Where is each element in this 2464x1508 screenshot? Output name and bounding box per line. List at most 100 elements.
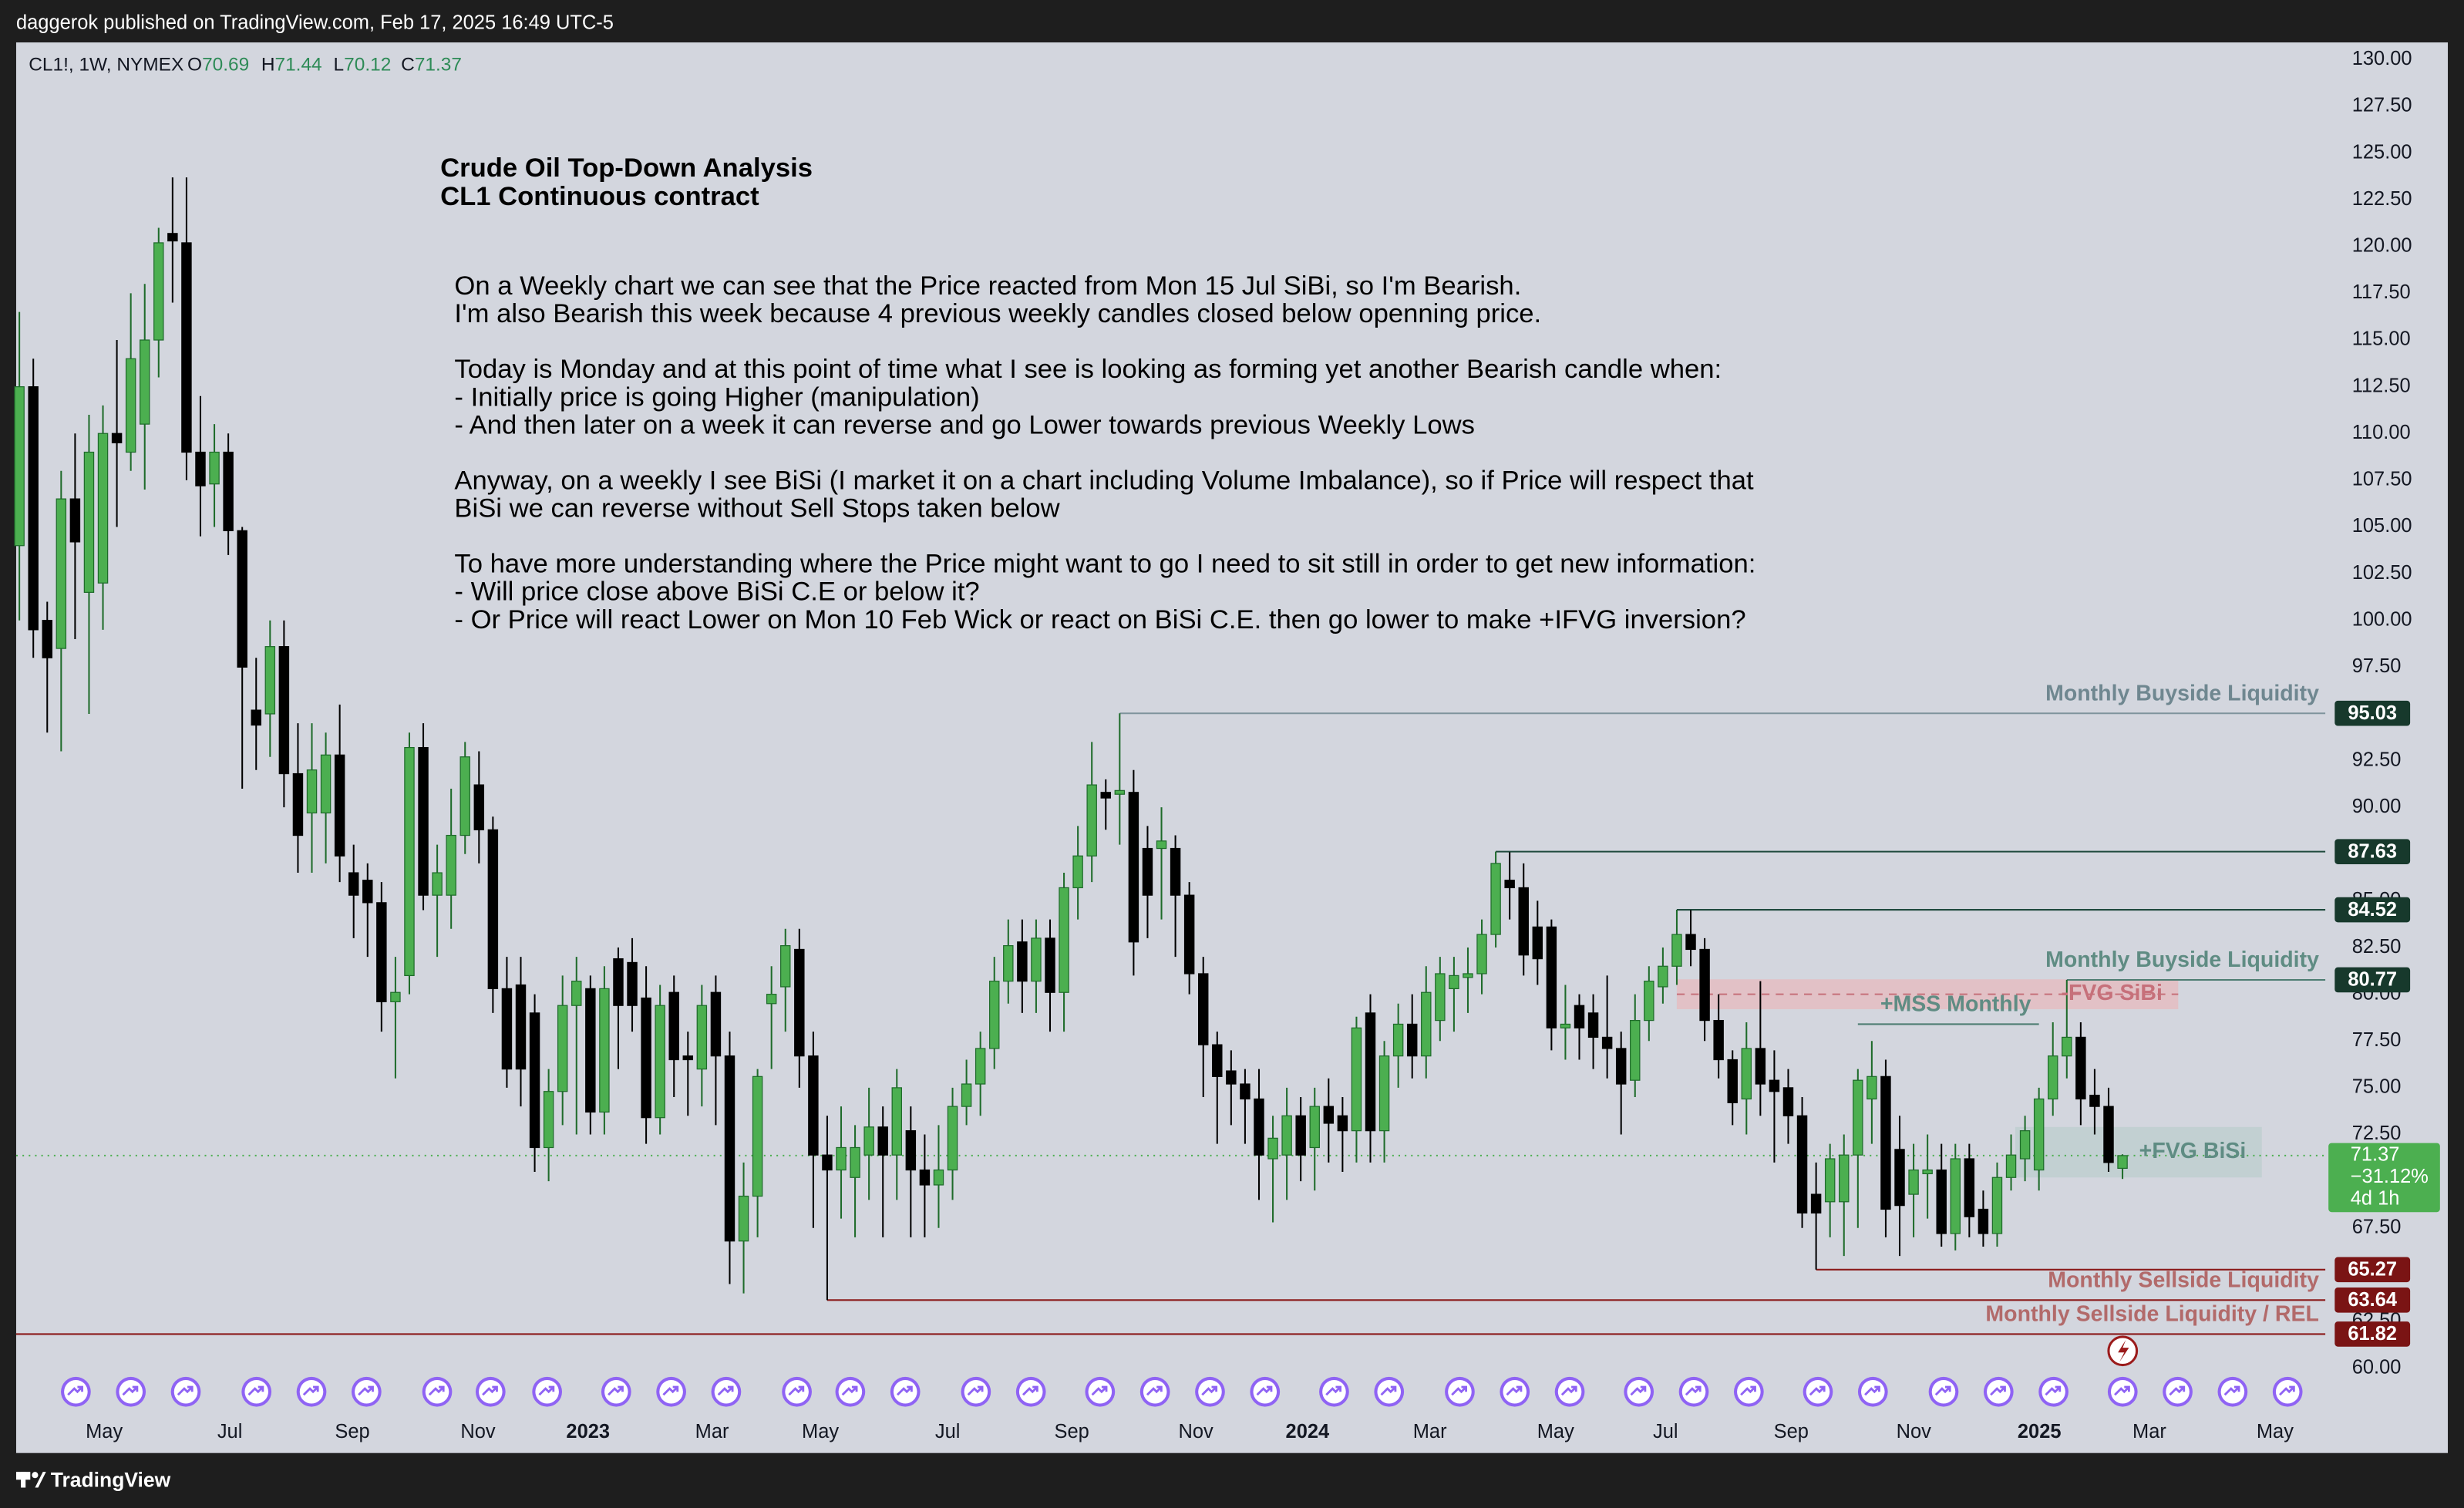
note-line: - Will price close above BiSi C.E or bel… (454, 577, 979, 607)
symbol: CL1!, 1W, NYMEX (29, 55, 183, 76)
candle-body (1435, 973, 1446, 1022)
note-line: Today is Monday and at this point of tim… (454, 355, 1722, 384)
note-title: Crude Oil Top-Down Analysis (440, 153, 813, 183)
event-icon-glyph (247, 1385, 264, 1396)
x-tick-label: Mar (695, 1421, 729, 1442)
price-badge-text: 87.63 (2348, 840, 2397, 862)
event-icon-glyph (717, 1385, 734, 1396)
candle-body (376, 902, 387, 1002)
candle-body (1601, 1036, 1613, 1049)
ohlc-value: 71.37 (415, 55, 462, 76)
candle-body (2103, 1106, 2114, 1163)
candle-body (1072, 855, 1083, 889)
note-line: On a Weekly chart we can see that the Pr… (454, 271, 1521, 301)
y-tick-label: 125.00 (2352, 141, 2412, 163)
candle-body (1587, 1012, 1599, 1038)
event-icon-glyph (358, 1385, 374, 1396)
mss-label: +MSS Monthly (1880, 992, 2031, 1017)
event-icon-inner (173, 1379, 198, 1404)
fvg-zone (2015, 1126, 2262, 1178)
candle-body (599, 988, 610, 1113)
candle-body (543, 1091, 554, 1149)
event-icon-glyph (2223, 1385, 2240, 1396)
candle-body (1880, 1075, 1891, 1210)
candle-body (1769, 1079, 1780, 1092)
candle-body (557, 1005, 568, 1092)
candle-body (1449, 974, 1459, 989)
event-icon-inner (355, 1379, 379, 1404)
price-badge-text: 95.03 (2348, 702, 2397, 724)
event-icon-inner (479, 1379, 503, 1404)
price-badge-text: 80.77 (2348, 969, 2397, 991)
event-icon-glyph (122, 1385, 139, 1396)
candle-body (947, 1106, 958, 1171)
x-tick-label: Mar (1413, 1421, 1447, 1442)
candle-body (348, 872, 359, 896)
candle-body (738, 1195, 749, 1242)
y-tick-label: 105.00 (2352, 515, 2412, 537)
y-tick-label: 115.00 (2352, 328, 2411, 350)
event-icon-glyph (1934, 1385, 1951, 1396)
candle-body (251, 709, 261, 726)
y-tick-label: 127.50 (2352, 95, 2412, 116)
candle-body (1337, 1115, 1348, 1132)
candle-body (1853, 1079, 1863, 1156)
candle-body (56, 498, 67, 649)
x-tick-label: May (2257, 1421, 2294, 1442)
x-tick-label: May (802, 1421, 839, 1442)
candle-body (2019, 1130, 2031, 1160)
candle-body (1490, 863, 1501, 935)
ohlc-value: 71.44 (274, 55, 321, 76)
current-price: 71.37 (2351, 1144, 2400, 1166)
x-tick-label: 2023 (566, 1421, 610, 1442)
event-icon-glyph (1091, 1385, 1108, 1396)
note-line: BiSi we can reverse without Sell Stops t… (454, 494, 1060, 523)
event-icon-glyph (67, 1385, 83, 1396)
note-line: I'm also Bearish this week because 4 pre… (454, 299, 1541, 328)
y-tick-label: 92.50 (2352, 749, 2402, 770)
candle-body (1254, 1098, 1264, 1156)
note-line: To have more understanding where the Pri… (454, 550, 1755, 579)
event-icon-inner (535, 1379, 559, 1404)
y-tick-label: 117.50 (2352, 281, 2411, 303)
candle-body (1546, 926, 1557, 1028)
candle-body (2005, 1154, 2017, 1178)
event-icon-glyph (1630, 1385, 1647, 1396)
event-icon-inner (119, 1379, 143, 1404)
event-icon-inner (893, 1379, 917, 1404)
candle-body (1532, 926, 1543, 960)
candle-body (571, 981, 582, 1006)
note-line: - Initially price is going Higher (manip… (454, 382, 979, 412)
event-icon-glyph (967, 1385, 984, 1396)
event-icon-glyph (538, 1385, 555, 1396)
event-icon-glyph (897, 1385, 913, 1396)
event-icon-inner (2110, 1379, 2135, 1404)
candle-body (2062, 1036, 2072, 1057)
candle-body (933, 1169, 944, 1186)
candle-body (390, 991, 401, 1002)
event-icon-inner (1198, 1379, 1222, 1404)
candle-body (989, 981, 1000, 1049)
candle-body (2033, 1098, 2045, 1171)
level-label: Monthly Buyside Liquidity (2045, 681, 2319, 705)
candle-body (863, 1126, 874, 1156)
candle-body (1685, 934, 1696, 951)
candle-body (613, 958, 624, 1006)
event-icon-inner (1681, 1379, 1706, 1404)
event-icon-inner (1088, 1379, 1113, 1404)
event-icon-glyph (1506, 1385, 1523, 1396)
candle-body (1114, 789, 1126, 795)
x-tick-label: Sep (335, 1421, 369, 1442)
y-tick-label: 82.50 (2352, 936, 2402, 958)
x-tick-label: 2025 (2018, 1421, 2062, 1442)
current-price-badge (2328, 1143, 2440, 1213)
candle-body (1964, 1158, 1975, 1217)
x-tick-label: Mar (2132, 1421, 2166, 1442)
candle-body (432, 872, 443, 896)
event-icon-inner (964, 1379, 988, 1404)
candle-body (668, 991, 679, 1061)
candle-body (794, 948, 805, 1057)
candle-body (42, 620, 52, 658)
event-icon-glyph (1201, 1385, 1218, 1396)
candle-body (1128, 792, 1139, 943)
